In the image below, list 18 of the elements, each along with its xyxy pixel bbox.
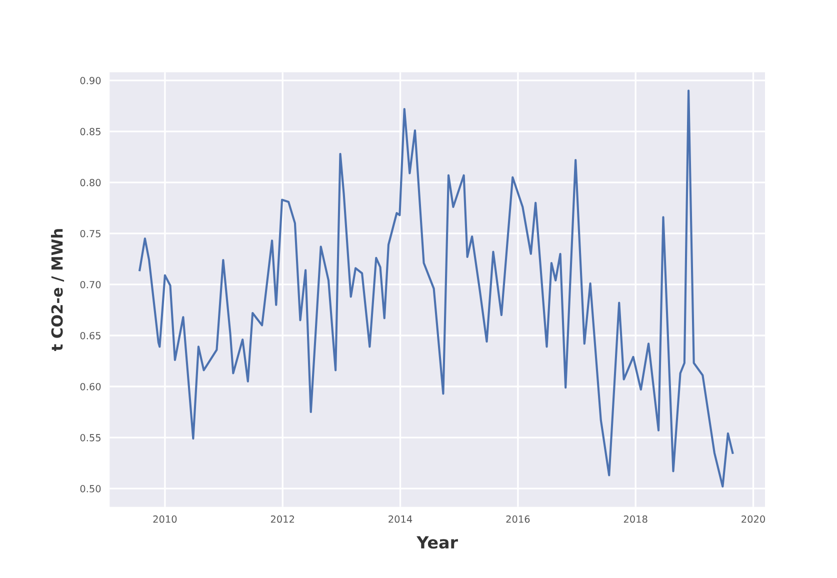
x-tick-label: 2012 <box>270 515 294 523</box>
x-tick-label: 2018 <box>624 515 648 523</box>
y-tick-label: 0.90 <box>80 76 101 84</box>
x-axis-title: Year <box>416 536 458 549</box>
y-tick-label: 0.75 <box>80 230 100 238</box>
y-tick-label: 0.80 <box>80 178 101 186</box>
y-tick-label: 0.55 <box>80 434 100 442</box>
y-tick-label: 0.85 <box>80 128 100 136</box>
x-tick-label: 2020 <box>742 515 765 523</box>
y-axis-title: t CO2-e / MWh <box>50 229 64 352</box>
x-tick-label: 2010 <box>153 515 177 523</box>
y-tick-label: 0.50 <box>80 485 101 492</box>
y-tick-label: 0.65 <box>80 332 100 340</box>
line-series <box>138 90 734 488</box>
x-tick-label: 2014 <box>388 515 412 523</box>
y-tick-label: 0.70 <box>80 280 101 288</box>
y-tick-label: 0.60 <box>80 382 101 390</box>
x-tick-label: 2016 <box>506 515 530 523</box>
